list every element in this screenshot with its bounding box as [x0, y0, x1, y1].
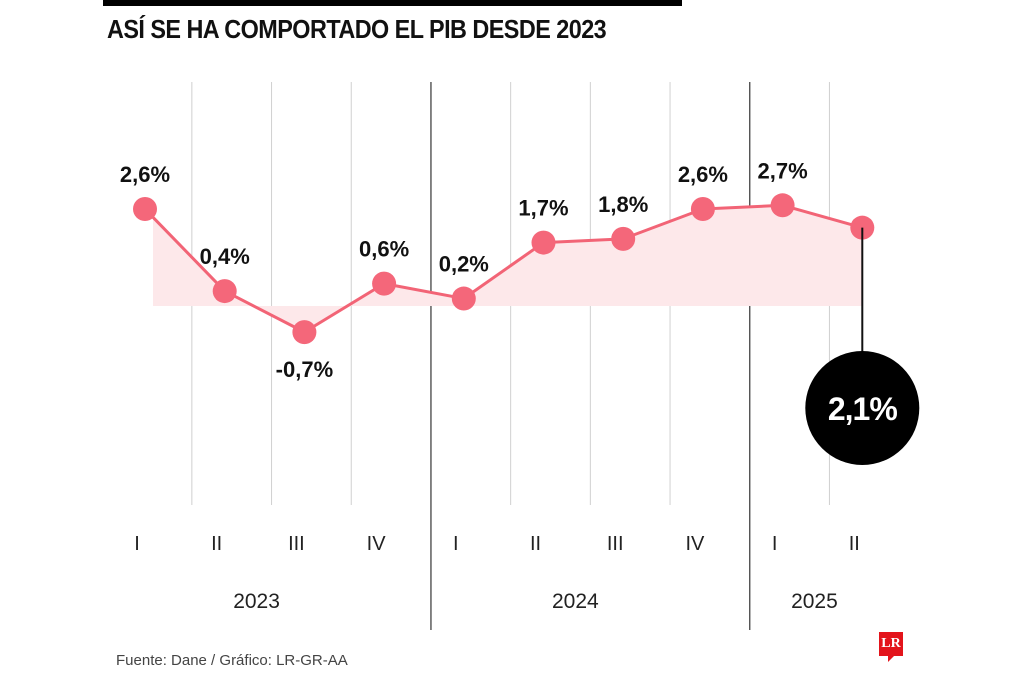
chart-title: ASÍ SE HA COMPORTADO EL PIB DESDE 2023 — [107, 14, 607, 44]
data-label: -0,7% — [276, 357, 333, 382]
year-label: 2023 — [233, 590, 280, 613]
line-segment — [143, 207, 226, 293]
data-labels: 2,6% 0,4% -0,7% 0,6% 0,2% 1,7% 1,8% 2,6% 2,7% — [120, 158, 808, 382]
data-label: 1,8% — [598, 192, 648, 217]
x-tick-label: II — [530, 533, 541, 555]
highlight-circle — [805, 351, 920, 465]
line-segment — [782, 203, 863, 230]
data-label: 0,2% — [439, 252, 489, 277]
data-label: 2,7% — [758, 158, 808, 183]
data-point — [292, 320, 317, 345]
area-fill-shape — [145, 205, 863, 333]
highlight-group: 2,1% — [805, 227, 920, 465]
data-point — [690, 197, 715, 222]
line-segment — [383, 282, 465, 301]
data-point — [770, 193, 795, 218]
data-label: 0,6% — [359, 237, 409, 262]
source-note: Fuente: Dane / Gráfico: LR-GR-AA — [116, 652, 348, 669]
data-point — [611, 226, 636, 251]
x-tick-label: I — [772, 533, 778, 555]
x-tick-label: II — [849, 533, 860, 555]
line-segment — [224, 289, 306, 334]
x-tick-label: II — [211, 533, 222, 555]
title-top-bar — [103, 0, 682, 6]
x-tick-label: III — [607, 533, 624, 555]
x-tick-label: III — [288, 533, 305, 555]
data-point — [451, 286, 476, 311]
data-point — [531, 230, 556, 255]
data-label: 2,6% — [120, 162, 170, 187]
data-label: 1,7% — [518, 196, 568, 221]
area-fill — [145, 205, 863, 333]
data-point — [372, 271, 397, 296]
data-points — [133, 193, 875, 345]
line-segment — [303, 282, 385, 334]
highlight-value: 2,1% — [828, 391, 897, 427]
x-axis-quarter-labels: I II III IV I II III IV I II — [134, 533, 860, 555]
line-segment — [622, 207, 704, 241]
x-tick-label: IV — [685, 533, 705, 555]
line-segment — [462, 241, 545, 300]
line-segment — [702, 203, 783, 211]
data-label: 2,6% — [678, 162, 728, 187]
lr-logo: LR — [879, 632, 903, 662]
data-label: 0,4% — [200, 244, 250, 269]
year-label: 2024 — [552, 590, 599, 613]
series-line — [143, 203, 863, 334]
data-point — [133, 197, 157, 222]
line-segment — [543, 237, 624, 245]
x-tick-label: IV — [367, 533, 387, 555]
year-label: 2025 — [791, 590, 838, 613]
x-tick-label: I — [134, 533, 140, 555]
x-tick-label: I — [453, 533, 459, 555]
data-point — [212, 279, 237, 304]
x-axis-year-labels: 2023 2024 2025 — [233, 590, 838, 613]
